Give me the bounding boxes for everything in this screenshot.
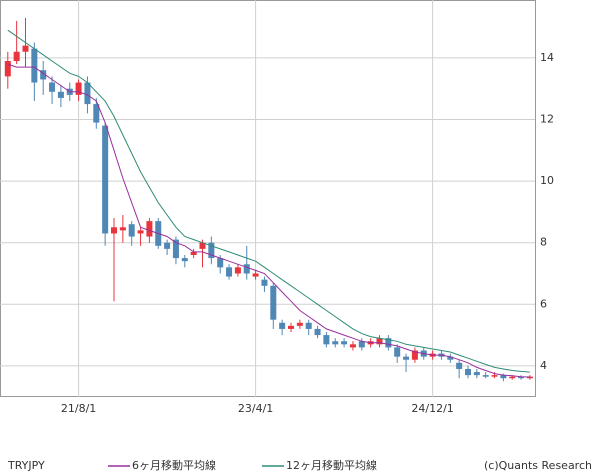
candle-body bbox=[49, 82, 56, 92]
candle-body bbox=[84, 82, 91, 105]
candle-body bbox=[93, 104, 100, 123]
candle-body bbox=[473, 372, 480, 376]
y-tick-label: 10 bbox=[540, 174, 554, 187]
candle-body bbox=[456, 362, 463, 369]
credit: (c)Quants Research bbox=[484, 459, 592, 472]
legend-label: 6ヶ月移動平均線 bbox=[132, 458, 216, 472]
candle-body bbox=[482, 375, 489, 377]
candle-body bbox=[146, 221, 153, 237]
candle-body bbox=[75, 82, 82, 95]
candle-body bbox=[13, 51, 20, 61]
candle-body bbox=[288, 325, 294, 329]
candle-body bbox=[40, 70, 47, 80]
candle-body bbox=[323, 335, 330, 345]
plot-area bbox=[0, 0, 536, 397]
candle-body bbox=[518, 376, 525, 379]
candle-body bbox=[164, 242, 171, 249]
y-tick-label: 4 bbox=[540, 359, 547, 372]
candle-body bbox=[22, 45, 29, 52]
candle-body bbox=[465, 368, 471, 376]
candle-body bbox=[305, 322, 312, 329]
candle-body bbox=[111, 227, 117, 234]
candle-body bbox=[190, 251, 197, 256]
candle-body bbox=[358, 341, 365, 348]
candle-body bbox=[394, 347, 401, 357]
candle-body bbox=[128, 224, 135, 237]
candle-body bbox=[217, 258, 224, 268]
candle-body bbox=[376, 338, 383, 345]
candle-body bbox=[234, 267, 241, 274]
candle-body bbox=[102, 125, 109, 234]
candle-body bbox=[243, 264, 250, 274]
moving-average-line bbox=[7, 29, 530, 373]
y-tick-label: 14 bbox=[540, 51, 554, 64]
candle-body bbox=[137, 230, 144, 234]
candle-body bbox=[252, 273, 259, 277]
candle-body bbox=[500, 375, 507, 379]
candle-body bbox=[199, 242, 206, 249]
candle-body bbox=[119, 227, 126, 231]
candle-body bbox=[226, 267, 233, 277]
candle-body bbox=[314, 328, 321, 336]
candle-body bbox=[526, 376, 533, 379]
candle-body bbox=[491, 375, 498, 377]
candle-body bbox=[31, 48, 38, 83]
moving-average-line bbox=[7, 63, 530, 378]
y-tick-label: 12 bbox=[540, 113, 554, 126]
candle-body bbox=[332, 341, 339, 345]
candle-body bbox=[261, 279, 268, 286]
x-tick-label: 21/8/1 bbox=[61, 402, 96, 415]
x-tick-label: 23/4/1 bbox=[238, 402, 273, 415]
candle-body bbox=[509, 376, 516, 379]
legend-label: 12ヶ月移動平均線 bbox=[286, 458, 377, 472]
candle-body bbox=[4, 60, 11, 77]
candle-body bbox=[279, 322, 286, 329]
candle-body bbox=[411, 350, 418, 360]
candle-body bbox=[57, 91, 64, 98]
candle-body bbox=[181, 258, 188, 262]
candle-body bbox=[447, 356, 454, 360]
x-tick-label: 24/12/1 bbox=[411, 402, 453, 415]
candle-body bbox=[385, 338, 392, 348]
candle-body bbox=[208, 242, 215, 259]
y-tick-label: 6 bbox=[540, 297, 547, 310]
candle-body bbox=[349, 344, 356, 348]
candle-body bbox=[341, 341, 348, 345]
candle-body bbox=[403, 356, 410, 360]
candle-body bbox=[172, 239, 179, 259]
candle-body bbox=[270, 285, 277, 320]
candle-body bbox=[296, 322, 303, 326]
y-tick-label: 8 bbox=[540, 236, 547, 249]
symbol: TRYJPY bbox=[7, 459, 45, 472]
